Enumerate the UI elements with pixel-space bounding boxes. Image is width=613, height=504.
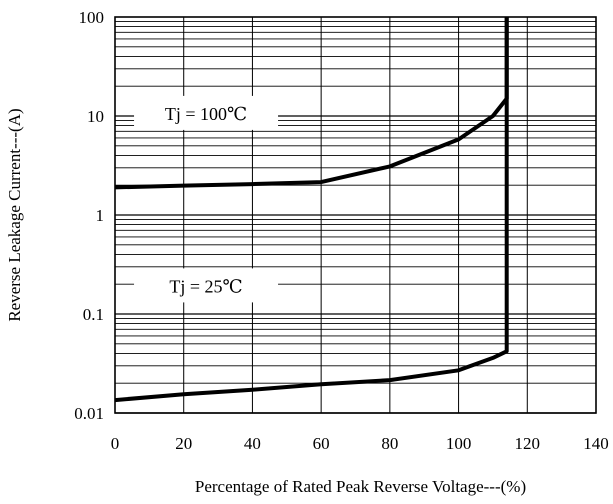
x-tick-label: 20 — [175, 434, 192, 453]
x-tick-label: 60 — [313, 434, 330, 453]
y-tick-label: 1 — [96, 206, 105, 225]
x-tick-label: 40 — [244, 434, 261, 453]
plot-frame — [114, 16, 597, 414]
y-tick-label: 0.01 — [74, 404, 104, 423]
x-tick-label: 100 — [446, 434, 472, 453]
x-tick-label: 120 — [515, 434, 541, 453]
y-tick-label: 0.1 — [83, 305, 104, 324]
series-line-2 — [114, 17, 509, 403]
series-lines — [114, 17, 509, 403]
x-tick-label: 140 — [583, 434, 609, 453]
series-annotation: Tj = 100℃ — [165, 104, 247, 124]
y-axis-label: Reverse Leakage Current---(A) — [5, 108, 24, 321]
annotation-background — [134, 268, 279, 303]
y-tick-label: 100 — [79, 8, 105, 27]
x-tick-label: 80 — [381, 434, 398, 453]
x-axis-label: Percentage of Rated Peak Reverse Voltage… — [195, 477, 526, 496]
annotation-background — [134, 95, 279, 130]
annotations: Tj = 100℃ Tj = 25℃ — [165, 104, 247, 297]
tick-labels: 0 20 40 60 80 100 120 140 0.01 0.1 1 10 100 — [74, 8, 609, 453]
series-annotation: Tj = 25℃ — [169, 276, 242, 296]
x-tick-label: 0 — [111, 434, 120, 453]
annotation-backgrounds — [134, 95, 279, 303]
y-tick-label: 10 — [87, 107, 104, 126]
grid — [115, 17, 596, 414]
